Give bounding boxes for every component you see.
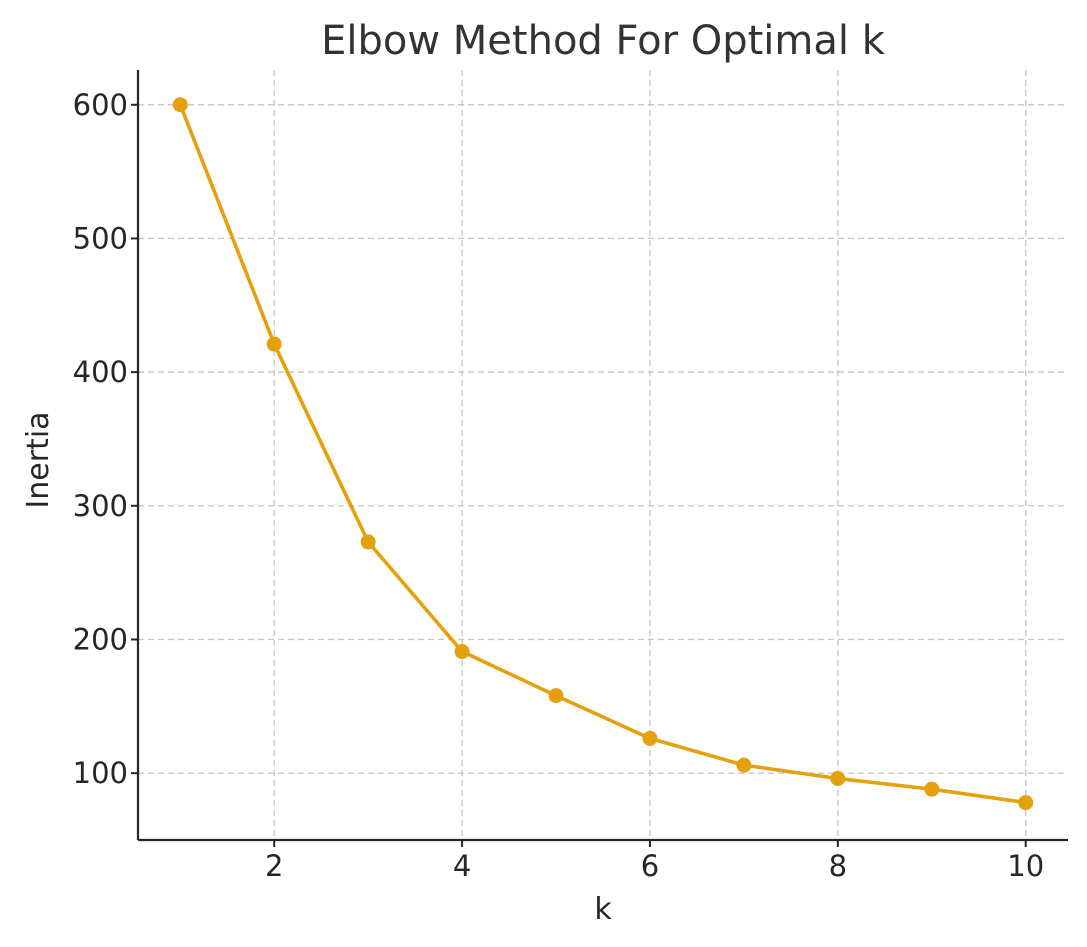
data-point-k8 xyxy=(830,771,846,787)
axes xyxy=(136,70,1068,842)
data-point-k5 xyxy=(548,688,564,704)
data-point-k1 xyxy=(172,97,188,113)
x-tick-label-6: 6 xyxy=(641,849,659,883)
data-point-k3 xyxy=(360,534,376,550)
data-point-k7 xyxy=(736,757,752,773)
y-axis-label: Inertia xyxy=(21,411,56,508)
x-tick-label-4: 4 xyxy=(453,849,471,883)
series-line-0 xyxy=(178,102,1028,805)
x-tick-label-2: 2 xyxy=(265,849,283,883)
data-point-k9 xyxy=(924,781,940,797)
grid-lines xyxy=(138,70,1068,840)
x-tick-label-8: 8 xyxy=(829,849,847,883)
y-tick-label-100: 100 xyxy=(73,756,128,790)
y-tick-label-500: 500 xyxy=(73,221,128,255)
y-tick-label-200: 200 xyxy=(73,622,128,656)
tick-labels: 2 4 6 8 10 100 200 300 400 500 600 xyxy=(73,88,1045,883)
y-tick-label-400: 400 xyxy=(73,355,128,389)
y-tick-label-300: 300 xyxy=(73,489,128,523)
data-point-k6 xyxy=(642,730,658,746)
data-point-k10 xyxy=(1018,795,1034,811)
data-point-k2 xyxy=(266,336,282,352)
data-point-k4 xyxy=(454,644,470,660)
x-tick-label-10: 10 xyxy=(1007,849,1044,883)
y-tick-label-600: 600 xyxy=(73,88,128,122)
data-series xyxy=(172,97,1034,811)
x-axis-label: k xyxy=(594,892,612,927)
chart-title: Elbow Method For Optimal k xyxy=(321,18,886,64)
